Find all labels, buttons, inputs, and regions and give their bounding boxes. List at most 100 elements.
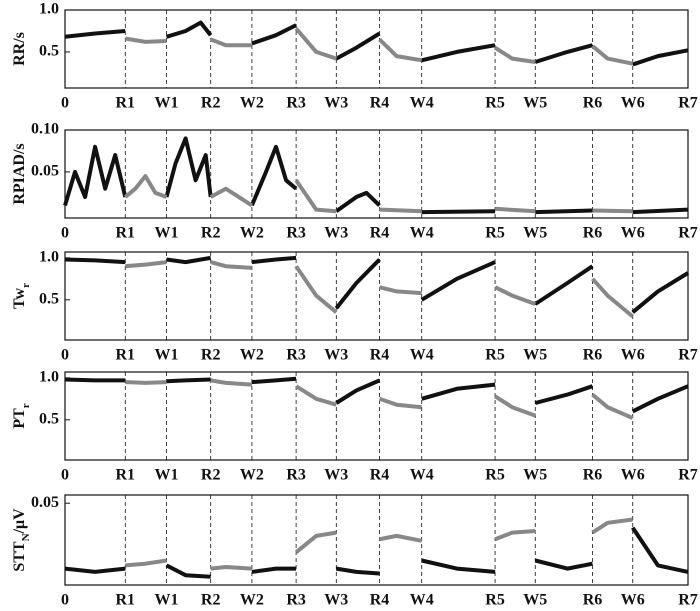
x-tick-label: R5 [485,225,505,242]
x-tick-label: W1 [154,225,178,242]
y-axis-label: PTr [11,403,32,428]
y-tick-label: 0.5 [39,43,59,60]
x-tick-label: R1 [116,467,136,484]
y-tick-label: 1.0 [39,249,59,266]
x-tick-label: R3 [286,347,306,364]
x-tick-label: R6 [583,95,603,112]
y-tick-label: 0.05 [31,163,59,180]
y-tick-label: 1.0 [39,1,59,18]
y-label-part: RPIAD/s [11,143,28,204]
x-tick-label: W5 [523,467,547,484]
data-line [125,260,634,319]
y-tick-label: 0.5 [39,410,59,427]
data-line [64,255,690,314]
x-tick-label: R2 [201,592,221,609]
x-tick-label: R5 [485,592,505,609]
x-tick-label: R7 [678,467,698,484]
x-tick-label: R6 [583,467,603,484]
x-tick-label: R4 [370,225,390,242]
x-tick-label: R3 [286,592,306,609]
x-tick-label: W1 [154,95,178,112]
x-tick-label: R3 [286,95,306,112]
x-tick-label: W1 [154,347,178,364]
x-tick-label: 0 [61,95,69,112]
panel: 0 R1 W1 R2 W2 R3 W3 R4 W4 R5 W5 R6 W6 R7 0.5 1.0 RR/s [11,1,698,112]
y-axis-label: RPIAD/s [11,143,28,204]
x-tick-label: W4 [410,95,434,112]
x-tick-label: R7 [678,592,698,609]
plot-frame [64,494,689,586]
x-tick-label: W5 [523,592,547,609]
x-tick-label: R5 [485,95,505,112]
x-tick-label: R5 [485,347,505,364]
x-tick-label: W3 [324,225,348,242]
y-tick-label: 0.05 [31,494,59,511]
x-tick-label: W4 [410,347,434,364]
x-tick-label: R6 [583,347,603,364]
x-tick-label: W5 [523,95,547,112]
x-tick-label: W3 [324,95,348,112]
y-label-part: Tw [11,287,28,308]
x-tick-label: R5 [485,467,505,484]
plot-frame [64,251,689,341]
x-tick-label: R4 [370,467,390,484]
y-label-part: STT [11,541,28,572]
y-label-subscript: N [20,533,32,541]
x-tick-label: R1 [116,95,136,112]
y-label-part: PT [11,408,28,429]
y-tick-label: 1.0 [39,369,59,386]
y-label-subscript: r [20,283,32,288]
x-tick-label: 0 [61,225,69,242]
x-tick-label: R2 [201,467,221,484]
data-line [125,378,634,420]
data-line [125,517,633,571]
data-line [124,174,633,214]
x-tick-label: R4 [370,95,390,112]
panel: 0 R1 W1 R2 W2 R3 W3 R4 W4 R5 W5 R6 W6 R7 0.05 0.10RPIAD… [11,121,698,242]
x-tick-label: W2 [240,225,264,242]
x-tick-label: R2 [201,347,221,364]
x-tick-label: W1 [154,592,178,609]
x-tick-label: R6 [583,225,603,242]
x-tick-label: W1 [154,467,178,484]
x-tick-label: R4 [370,592,390,609]
x-tick-label: R1 [116,225,136,242]
x-tick-label: R7 [678,347,698,364]
data-line [64,376,689,414]
x-tick-label: 0 [61,347,69,364]
plot-frame [64,129,689,219]
y-axis-label: RR/s [11,32,28,66]
x-tick-label: R1 [116,592,136,609]
y-axis-label: Twr [11,283,32,309]
x-tick-label: W4 [410,592,434,609]
data-line [63,136,689,215]
x-tick-label: R1 [116,347,136,364]
x-tick-label: R4 [370,347,390,364]
x-tick-label: W3 [324,592,348,609]
y-label-part: RR/s [11,32,28,66]
x-tick-label: R7 [678,95,698,112]
x-tick-label: W4 [410,467,434,484]
panel: 0 R1 W1 R2 W2 R3 W3 R4 W4 R5 W5 R6 W6 R7 0.5 1.0 Twr [11,249,698,364]
x-tick-label: W6 [621,467,645,484]
x-tick-label: R2 [201,95,221,112]
x-tick-label: W3 [324,347,348,364]
y-axis-label: STTN/μV [11,508,32,572]
x-tick-label: R3 [286,467,306,484]
x-tick-label: W6 [621,225,645,242]
x-tick-label: W4 [410,225,434,242]
x-tick-label: 0 [61,592,69,609]
x-tick-label: W6 [621,592,645,609]
x-tick-label: R7 [678,225,698,242]
data-line [64,526,689,579]
x-tick-label: R6 [583,592,603,609]
x-tick-label: W2 [240,95,264,112]
data-line [124,27,634,66]
y-tick-label: 0.10 [31,121,59,138]
x-tick-label: W2 [240,347,264,364]
x-tick-label: W2 [240,592,264,609]
plot-frame [64,371,689,461]
panel: 0 R1 W1 R2 W2 R3 W3 R4 W4 R5 W5 R6 W6 R7 0.5 1.0 PTr [11,369,698,484]
